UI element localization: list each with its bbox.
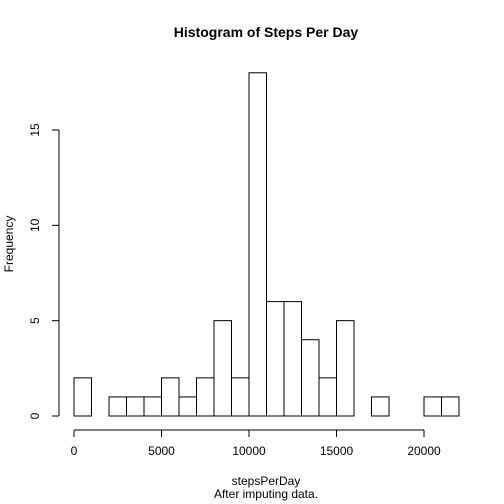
histogram-bar [213,320,232,417]
histogram-bar [143,396,162,417]
histogram-bar [301,339,320,417]
histogram-bar [108,396,127,417]
y-axis-label: Frequency [2,216,16,273]
histogram-bar [178,396,197,417]
histogram-bar [283,301,302,417]
histogram-bar [423,396,442,417]
histogram-bar [248,72,267,417]
histogram-bar [318,377,337,417]
y-tick-label: 0 [28,412,42,419]
histogram-bar [266,301,285,417]
x-tick-label: 10000 [232,444,266,458]
histogram-bar [161,377,180,417]
histogram-bar [371,396,390,417]
x-tick-label: 15000 [320,444,354,458]
y-axis: 0 5 10 15 [28,123,60,419]
histogram-bar [441,396,460,417]
histogram-bar [336,320,355,417]
x-tick-label: 5000 [148,444,175,458]
histogram-bar [126,396,145,417]
y-tick-label: 15 [28,123,42,137]
y-tick-label: 10 [28,218,42,232]
x-axis: 0 5000 10000 15000 20000 [71,429,441,458]
x-tick-label: 20000 [407,444,441,458]
x-tick-label: 0 [71,444,78,458]
chart-subtitle: After imputing data. [214,487,318,501]
bars-group [73,72,460,417]
histogram-bar [196,377,215,417]
chart-title: Histogram of Steps Per Day [174,24,359,40]
x-axis-label: stepsPerDay [232,474,301,488]
histogram-bar [73,377,92,417]
histogram-bar [231,377,250,417]
y-tick-label: 5 [28,317,42,324]
